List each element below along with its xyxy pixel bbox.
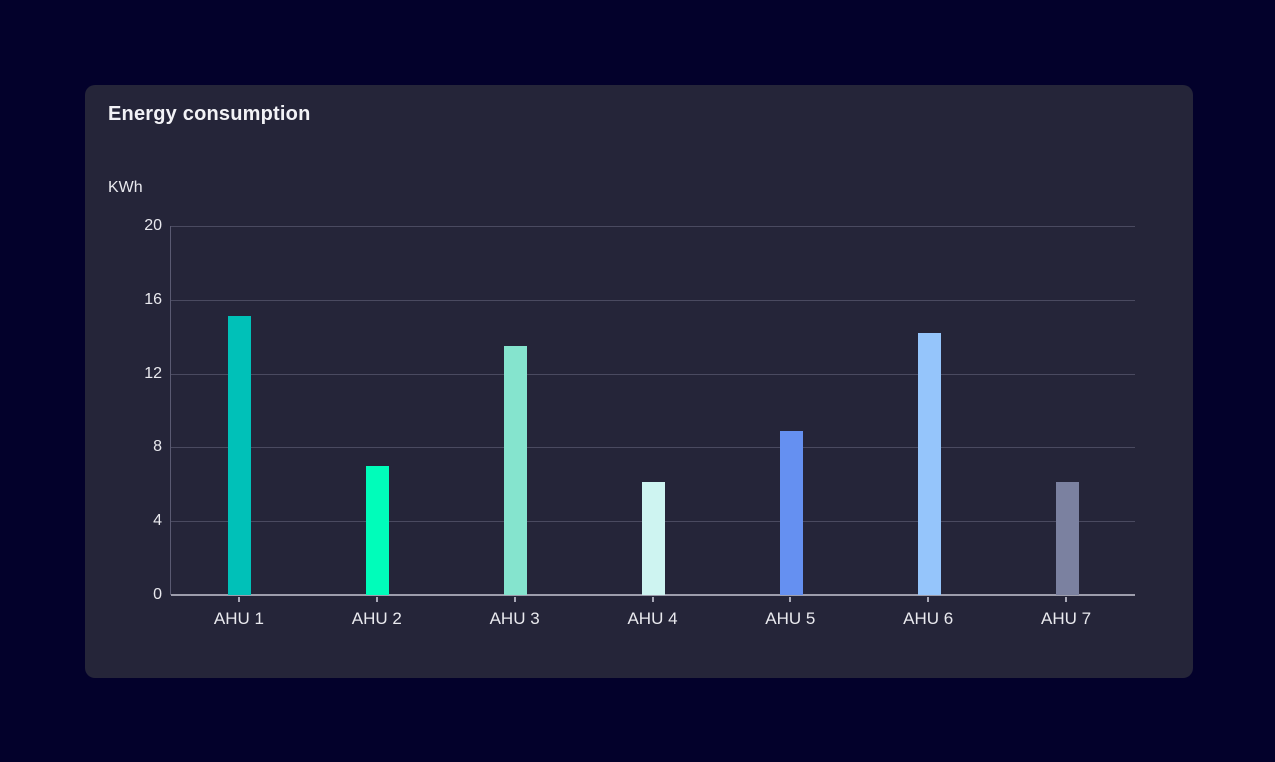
y-tick-label-4: 4 — [153, 512, 162, 530]
x-tick-6 — [927, 597, 930, 602]
x-tick-5 — [789, 597, 792, 602]
y-tick-label-20: 20 — [144, 217, 162, 234]
x-tick-1 — [237, 597, 240, 602]
energy-consumption-card: Energy consumption KWh 20 16 12 8 4 0 AHU 1 AHU… — [85, 85, 1193, 678]
bar-ahu-3 — [504, 345, 528, 595]
bar-ahu-7 — [1055, 482, 1079, 595]
x-tick-label-6: AHU 6 — [903, 609, 954, 628]
h-gridline-8 — [171, 447, 1135, 449]
y-tick-label-8: 8 — [153, 438, 162, 456]
bar-ahu-4 — [642, 482, 665, 595]
x-tick-label-5: AHU 5 — [765, 609, 816, 628]
x-tick-label-3: AHU 3 — [489, 609, 540, 628]
x-tick-2 — [375, 597, 378, 602]
x-tick-label-1: AHU 1 — [213, 609, 264, 628]
chart-title: Energy consumption — [108, 103, 311, 125]
x-tick-label-4: AHU 4 — [627, 609, 678, 628]
bar-ahu-1 — [228, 316, 252, 595]
h-gridline-12 — [171, 373, 1135, 375]
x-tick-label-7: AHU 7 — [1041, 609, 1092, 628]
h-gridline-16 — [171, 299, 1135, 301]
y-tick-label-12: 12 — [144, 364, 162, 382]
h-gridline-20 — [171, 226, 1135, 227]
x-tick-4 — [651, 597, 654, 602]
x-tick-7 — [1065, 597, 1068, 602]
bar-ahu-5 — [779, 430, 803, 595]
y-axis-unit-label: KWh — [108, 179, 143, 196]
bar-ahu-6 — [917, 333, 941, 595]
bar-chart-plot-area — [170, 226, 1135, 596]
x-tick-label-2: AHU 2 — [351, 609, 402, 628]
y-tick-label-16: 16 — [144, 290, 162, 308]
x-tick-3 — [513, 597, 516, 602]
y-tick-label-0: 0 — [153, 586, 162, 603]
bar-ahu-2 — [366, 465, 390, 595]
x-axis-line — [171, 594, 1135, 596]
